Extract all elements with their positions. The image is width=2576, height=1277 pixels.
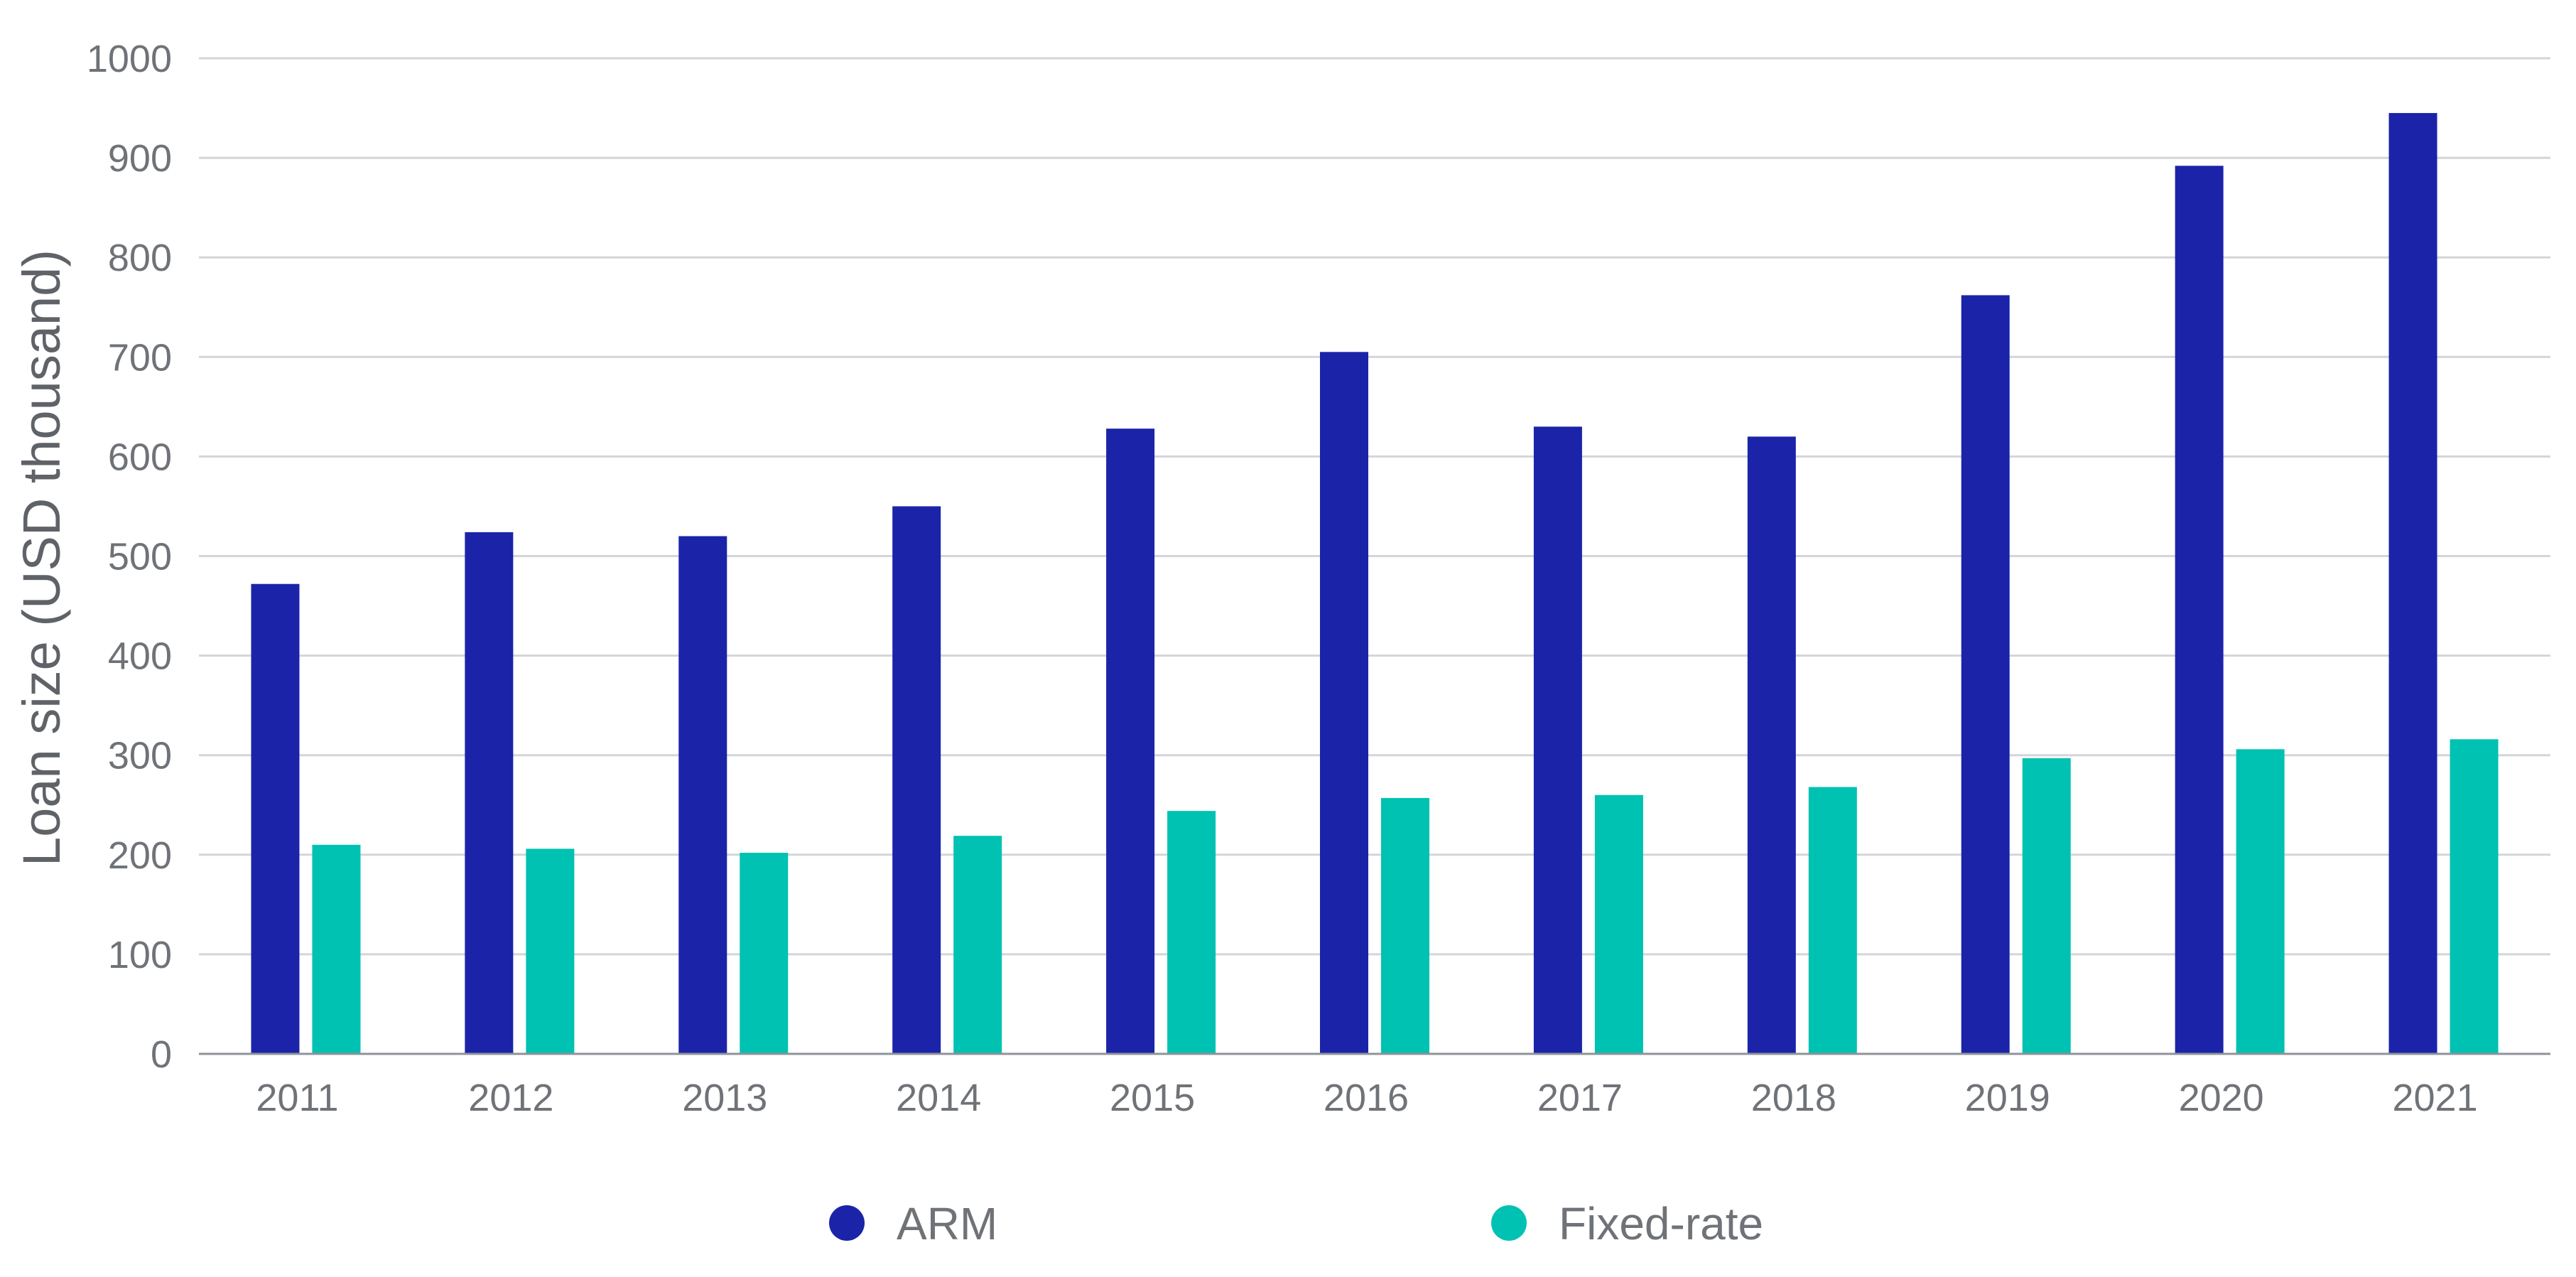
x-tick-label: 2021 bbox=[2392, 1077, 2477, 1119]
legend: ARM Fixed-rate bbox=[829, 1198, 1763, 1249]
arm-bar bbox=[1961, 295, 2010, 1054]
fixed-rate-bar bbox=[1594, 794, 1643, 1054]
y-tick-label: 1000 bbox=[87, 38, 172, 80]
fixed-rate-bar bbox=[1167, 811, 1216, 1054]
legend-marker-arm bbox=[829, 1205, 865, 1241]
legend-label-arm: ARM bbox=[897, 1198, 997, 1249]
fixed-rate-bar bbox=[2022, 758, 2071, 1054]
y-tick-label: 100 bbox=[108, 934, 172, 976]
arm-bar bbox=[1533, 426, 1582, 1054]
y-tick-label: 0 bbox=[151, 1033, 172, 1076]
y-tick-label: 400 bbox=[108, 635, 172, 678]
fixed-rate-bar bbox=[2450, 739, 2499, 1054]
x-tick-label: 2014 bbox=[896, 1077, 981, 1119]
y-tick-label: 700 bbox=[108, 336, 172, 379]
fixed-rate-bar bbox=[740, 852, 789, 1054]
y-tick-label: 800 bbox=[108, 237, 172, 279]
fixed-rate-bar bbox=[1808, 787, 1857, 1054]
fixed-rate-bar bbox=[953, 836, 1002, 1054]
x-tick-label: 2020 bbox=[2179, 1077, 2264, 1119]
arm-bar bbox=[678, 536, 727, 1054]
x-tick-label: 2015 bbox=[1110, 1077, 1195, 1119]
arm-bar bbox=[251, 583, 300, 1054]
x-tick-label: 2011 bbox=[256, 1077, 338, 1119]
x-tick-label: 2016 bbox=[1324, 1077, 1409, 1119]
arm-bar bbox=[1106, 429, 1155, 1054]
fixed-rate-bar bbox=[312, 844, 361, 1054]
fixed-rate-bar bbox=[1381, 797, 1429, 1054]
y-tick-label: 500 bbox=[108, 536, 172, 578]
x-tick-label: 2018 bbox=[1751, 1077, 1836, 1119]
arm-bar bbox=[1747, 436, 1796, 1054]
x-tick-label: 2019 bbox=[1965, 1077, 2050, 1119]
x-tick-label: 2013 bbox=[682, 1077, 767, 1119]
axes: 0 100 200 300 400 500 600 700 800 900 1000 2011 2012… bbox=[87, 38, 2550, 1119]
y-tick-label: 600 bbox=[108, 436, 172, 478]
arm-bar bbox=[2175, 166, 2224, 1055]
arm-bar bbox=[2388, 113, 2437, 1055]
arm-bar bbox=[892, 506, 941, 1054]
arm-bar bbox=[465, 532, 514, 1054]
fixed-rate-bar bbox=[526, 848, 575, 1054]
fixed-rate-bar bbox=[2236, 749, 2285, 1054]
y-tick-label: 300 bbox=[108, 735, 172, 777]
y-tick-label: 900 bbox=[108, 137, 172, 180]
y-axis-title: Loan size (USD thousand) bbox=[12, 249, 71, 866]
bars bbox=[251, 113, 2499, 1055]
arm-bar bbox=[1320, 352, 1368, 1054]
y-tick-label: 200 bbox=[108, 834, 172, 877]
gridlines bbox=[199, 57, 2550, 956]
legend-label-fixed-rate: Fixed-rate bbox=[1559, 1198, 1763, 1249]
x-tick-label: 2012 bbox=[468, 1077, 553, 1119]
x-tick-label: 2017 bbox=[1537, 1077, 1623, 1119]
legend-marker-fixed-rate bbox=[1491, 1205, 1527, 1241]
